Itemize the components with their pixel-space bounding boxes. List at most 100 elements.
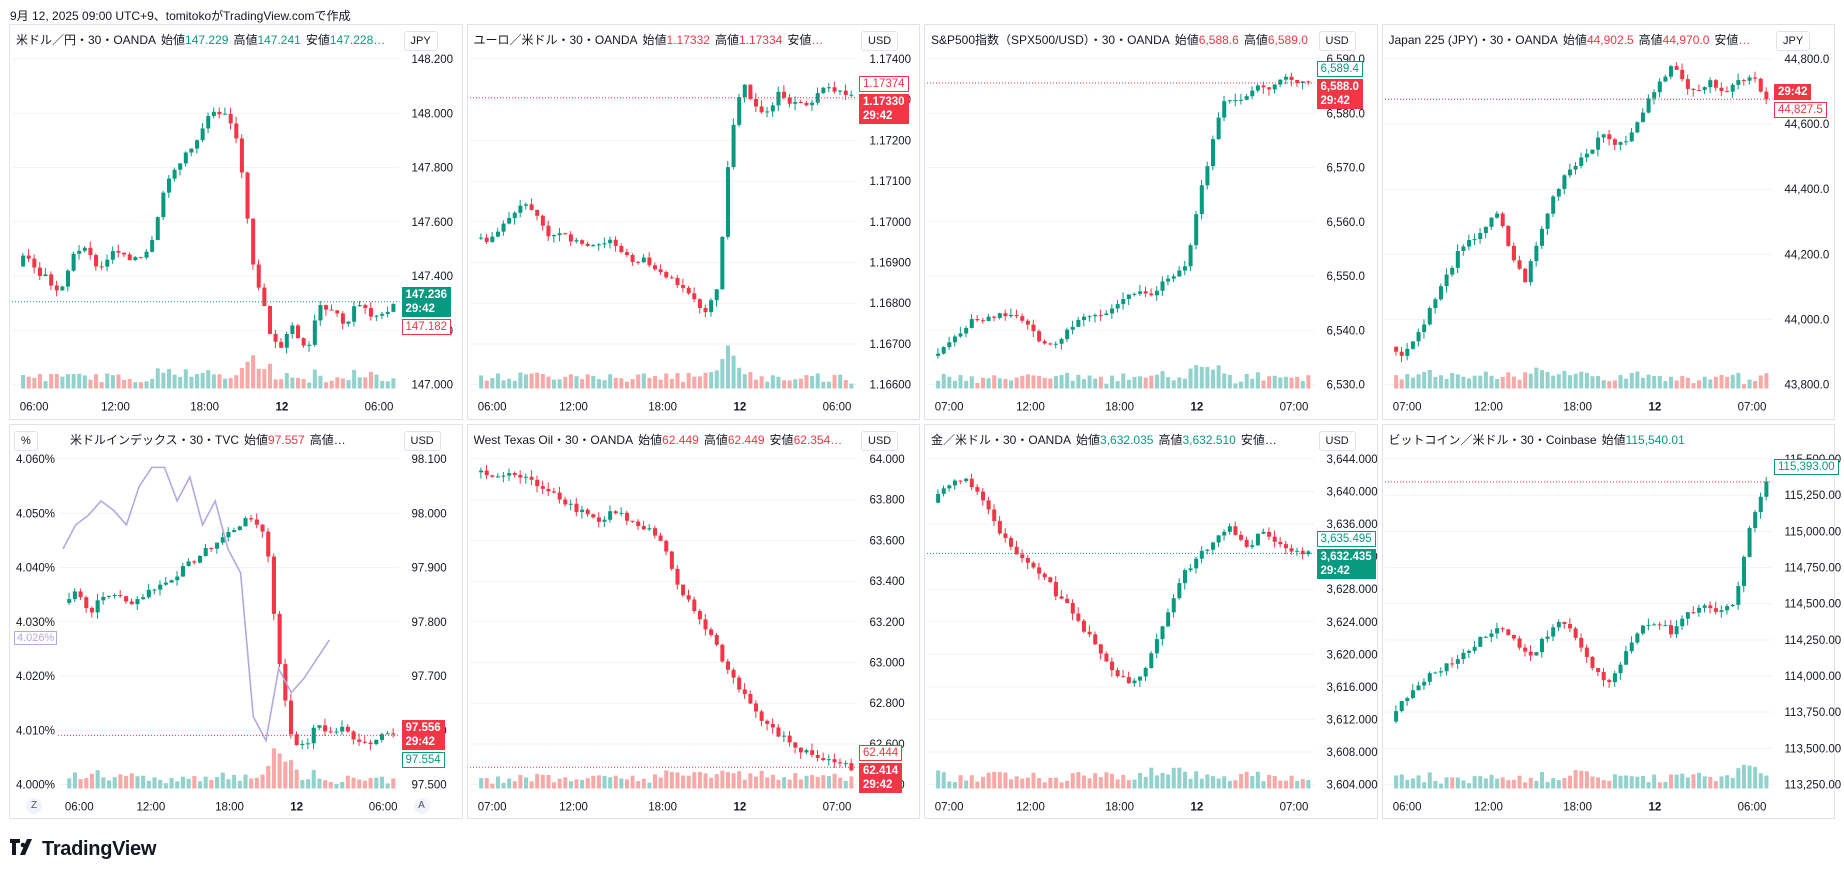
panel-title-bar[interactable]: West Texas Oil・30・OANDA 始値62.449 高値62.449 安…	[474, 431, 852, 448]
high-label: 高値	[703, 432, 728, 447]
candle-body	[82, 247, 87, 251]
symbol-title[interactable]: Japan 225 (JPY)・30・OANDA	[1388, 33, 1558, 47]
currency-button[interactable]: USD	[1318, 31, 1356, 51]
chart-panel-usdjpy[interactable]: 148.200 148.000 147.800 147.600 147.400 147.2…	[9, 24, 463, 420]
chart-panel-btcusd[interactable]: 115,500.00115,250.00115,000.00114,750.00…	[1381, 423, 1841, 821]
volume-bar	[703, 372, 708, 389]
candle-body	[781, 91, 786, 98]
volume-bar	[770, 774, 775, 788]
candle-body	[697, 610, 702, 619]
y-tick-label: 44,200.0	[1784, 249, 1829, 261]
chart-panel-xauusd[interactable]: 3,644.0003,640.0003,636.0003,632.0003,62…	[924, 423, 1379, 821]
chart-svg[interactable]: 3,644.0003,640.0003,636.0003,632.0003,62…	[925, 425, 1379, 821]
volume-bars	[1393, 367, 1768, 389]
panel-title-bar[interactable]: ユーロ／米ドル・30・OANDA 始値1.17332 高値1.17334 安値…	[474, 31, 852, 48]
auto-scale-button[interactable]: A	[413, 798, 430, 814]
panel-title-bar[interactable]: 金／米ドル・30・OANDA 始値3,632.035 高値3,632.510 安値…	[931, 431, 1309, 448]
chart-svg[interactable]: 1.174001.173001.172001.171001.170001.169…	[468, 25, 922, 421]
candle-body	[1449, 662, 1454, 664]
candle-body	[363, 305, 368, 309]
symbol-title[interactable]: 金／米ドル・30・OANDA	[931, 432, 1072, 447]
x-tick-label: 12:00	[1474, 402, 1503, 414]
candle-body	[618, 512, 623, 514]
candle-body	[1211, 542, 1216, 550]
candle-body	[296, 325, 301, 339]
y-tick-label: 1.17100	[869, 176, 911, 188]
panel-title-bar[interactable]: ビットコイン／米ドル・30・Coinbase 始値115,540.01	[1389, 431, 1767, 448]
chart-svg[interactable]: 6,590.06,580.06,570.06,560.06,550.06,540…	[925, 25, 1379, 421]
volume-bar	[792, 379, 797, 389]
candle-body	[21, 255, 26, 267]
y-tick-label: 6,580.0	[1327, 108, 1365, 120]
chart-svg[interactable]: 64.000 63.800 63.600 63.400 63.200 63.000 62.8…	[468, 425, 922, 821]
panel-title-bar[interactable]: S&P500指数（SPX500/USD）・30・OANDA 始値6,588.6 高値…	[931, 31, 1309, 48]
volume-bar	[1561, 370, 1566, 389]
currency-button[interactable]: JPY	[403, 31, 438, 51]
symbol-title[interactable]: 米ドルインデックス・30・TVC	[70, 432, 239, 447]
volume-bar	[203, 776, 208, 788]
volume-bar	[489, 783, 494, 788]
candle-body	[495, 475, 500, 477]
currency-button[interactable]: USD	[861, 31, 899, 51]
candle-body	[1432, 672, 1437, 674]
candle-body	[630, 255, 635, 262]
tradingview-brand[interactable]: TradingView	[42, 838, 157, 860]
volume-bar	[1601, 380, 1606, 389]
candle-body	[1306, 81, 1311, 83]
currency-button[interactable]: USD	[1318, 430, 1356, 451]
chart-svg[interactable]: 44,800.0 44,600.0 44,400.0 44,200.0 44,000.0…	[1383, 25, 1837, 421]
volume-bar	[969, 774, 974, 788]
candles	[478, 464, 853, 771]
volume-bar	[1289, 775, 1294, 788]
tradingview-logo-icon[interactable]	[10, 839, 36, 860]
candle-body	[1087, 631, 1092, 634]
candle-body	[65, 270, 71, 287]
volume-bar	[223, 378, 228, 389]
chart-svg[interactable]: 115,500.00115,250.00115,000.00114,750.00…	[1383, 425, 1841, 821]
zoom-button[interactable]: Z	[26, 798, 42, 814]
volume-bar	[1472, 775, 1477, 788]
panel-title-bar[interactable]: 米ドルインデックス・30・TVC 始値97.557 高値…	[70, 431, 394, 448]
volume-bar	[579, 779, 584, 788]
candle-body	[391, 303, 396, 312]
volume-bar	[613, 377, 618, 389]
volume-bar	[1438, 783, 1443, 788]
volume-bars	[936, 365, 1311, 389]
chart-panel-jp225[interactable]: 44,800.0 44,600.0 44,400.0 44,200.0 44,000.0…	[1381, 24, 1837, 421]
currency-button[interactable]: USD	[403, 430, 441, 451]
price-tag: 1.17374	[859, 75, 909, 92]
symbol-title[interactable]: ビットコイン／米ドル・30・Coinbase	[1388, 432, 1597, 447]
left-tick-label: 4.050%	[16, 508, 55, 520]
candle-body	[1182, 569, 1187, 583]
candle-body	[37, 267, 42, 277]
volume-bar	[1679, 376, 1684, 389]
currency-button[interactable]: USD	[861, 430, 899, 451]
chart-svg[interactable]: 148.200 148.000 147.800 147.600 147.400 147.2…	[10, 25, 464, 421]
candle-body	[736, 677, 741, 689]
panel-title-bar[interactable]: Japan 225 (JPY)・30・OANDA 始値44,902.5 高値44,9…	[1389, 31, 1767, 48]
volume-bar	[798, 378, 803, 389]
panel-title-bar[interactable]: 米ドル／円・30・OANDA 始値147.229 高値147.241 安値147.22…	[16, 31, 394, 48]
chart-panel-dxy[interactable]: 98.10098.00097.90097.80097.70097.60097.5…	[9, 423, 464, 821]
symbol-title[interactable]: 米ドル／円・30・OANDA	[16, 33, 157, 47]
symbol-title[interactable]: West Texas Oil・30・OANDA	[473, 432, 634, 447]
chart-svg[interactable]: 98.10098.00097.90097.80097.70097.60097.5…	[10, 425, 464, 821]
chart-panel-wticousd[interactable]: 64.000 63.800 63.600 63.400 63.200 63.000 62.8…	[466, 423, 922, 821]
candle-body	[1483, 636, 1488, 638]
candle-body	[1662, 76, 1667, 82]
left-scale-button[interactable]: %	[14, 430, 38, 451]
low-value: …	[1738, 33, 1751, 47]
candles	[936, 473, 1311, 687]
symbol-title[interactable]: ユーロ／米ドル・30・OANDA	[473, 33, 638, 47]
candle-body	[1662, 624, 1667, 626]
candle-body	[362, 741, 367, 743]
symbol-title[interactable]: S&P500指数（SPX500/USD）・30・OANDA	[931, 33, 1170, 47]
volume-bar	[1533, 780, 1538, 788]
chart-panel-spx500usd[interactable]: 6,590.0 6,580.0 6,570.0 6,560.0 6,550.0 6,540…	[924, 24, 1378, 420]
volume-bar	[1747, 379, 1752, 389]
candle-body	[1634, 122, 1639, 133]
chart-panel-eurusd[interactable]: 1.174001.173001.172001.171001.170001.169…	[466, 24, 922, 421]
volume-bar	[133, 382, 138, 389]
volume-bar	[334, 783, 339, 788]
currency-button[interactable]: JPY	[1776, 31, 1811, 51]
